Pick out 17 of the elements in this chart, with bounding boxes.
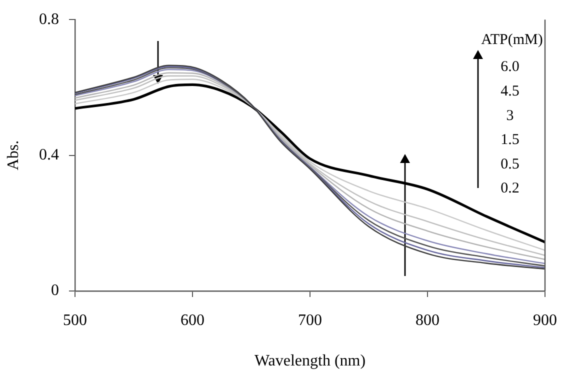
y-tick-label: 0.4	[39, 146, 59, 164]
x-tick-label: 900	[533, 312, 557, 329]
x-tick-label: 600	[180, 312, 204, 329]
x-tick-label: 700	[298, 312, 322, 329]
annotation: 0.2	[500, 180, 520, 197]
annotation: 6.0	[500, 59, 520, 76]
annotation: 4.5	[500, 84, 520, 100]
annotation: ATP(mM)	[481, 32, 543, 48]
x-tick-label: 800	[416, 312, 440, 329]
annotation: 1.5	[500, 132, 520, 148]
y-axis-title: Abs.	[4, 140, 22, 170]
x-axis-title: Wavelength (nm)	[254, 352, 366, 370]
annotation: 3	[506, 108, 514, 124]
y-tick-label: 0	[51, 282, 59, 300]
y-tick-label: 0.8	[39, 10, 59, 28]
annotation: 0.5	[500, 156, 520, 172]
x-tick-label: 500	[63, 312, 87, 329]
